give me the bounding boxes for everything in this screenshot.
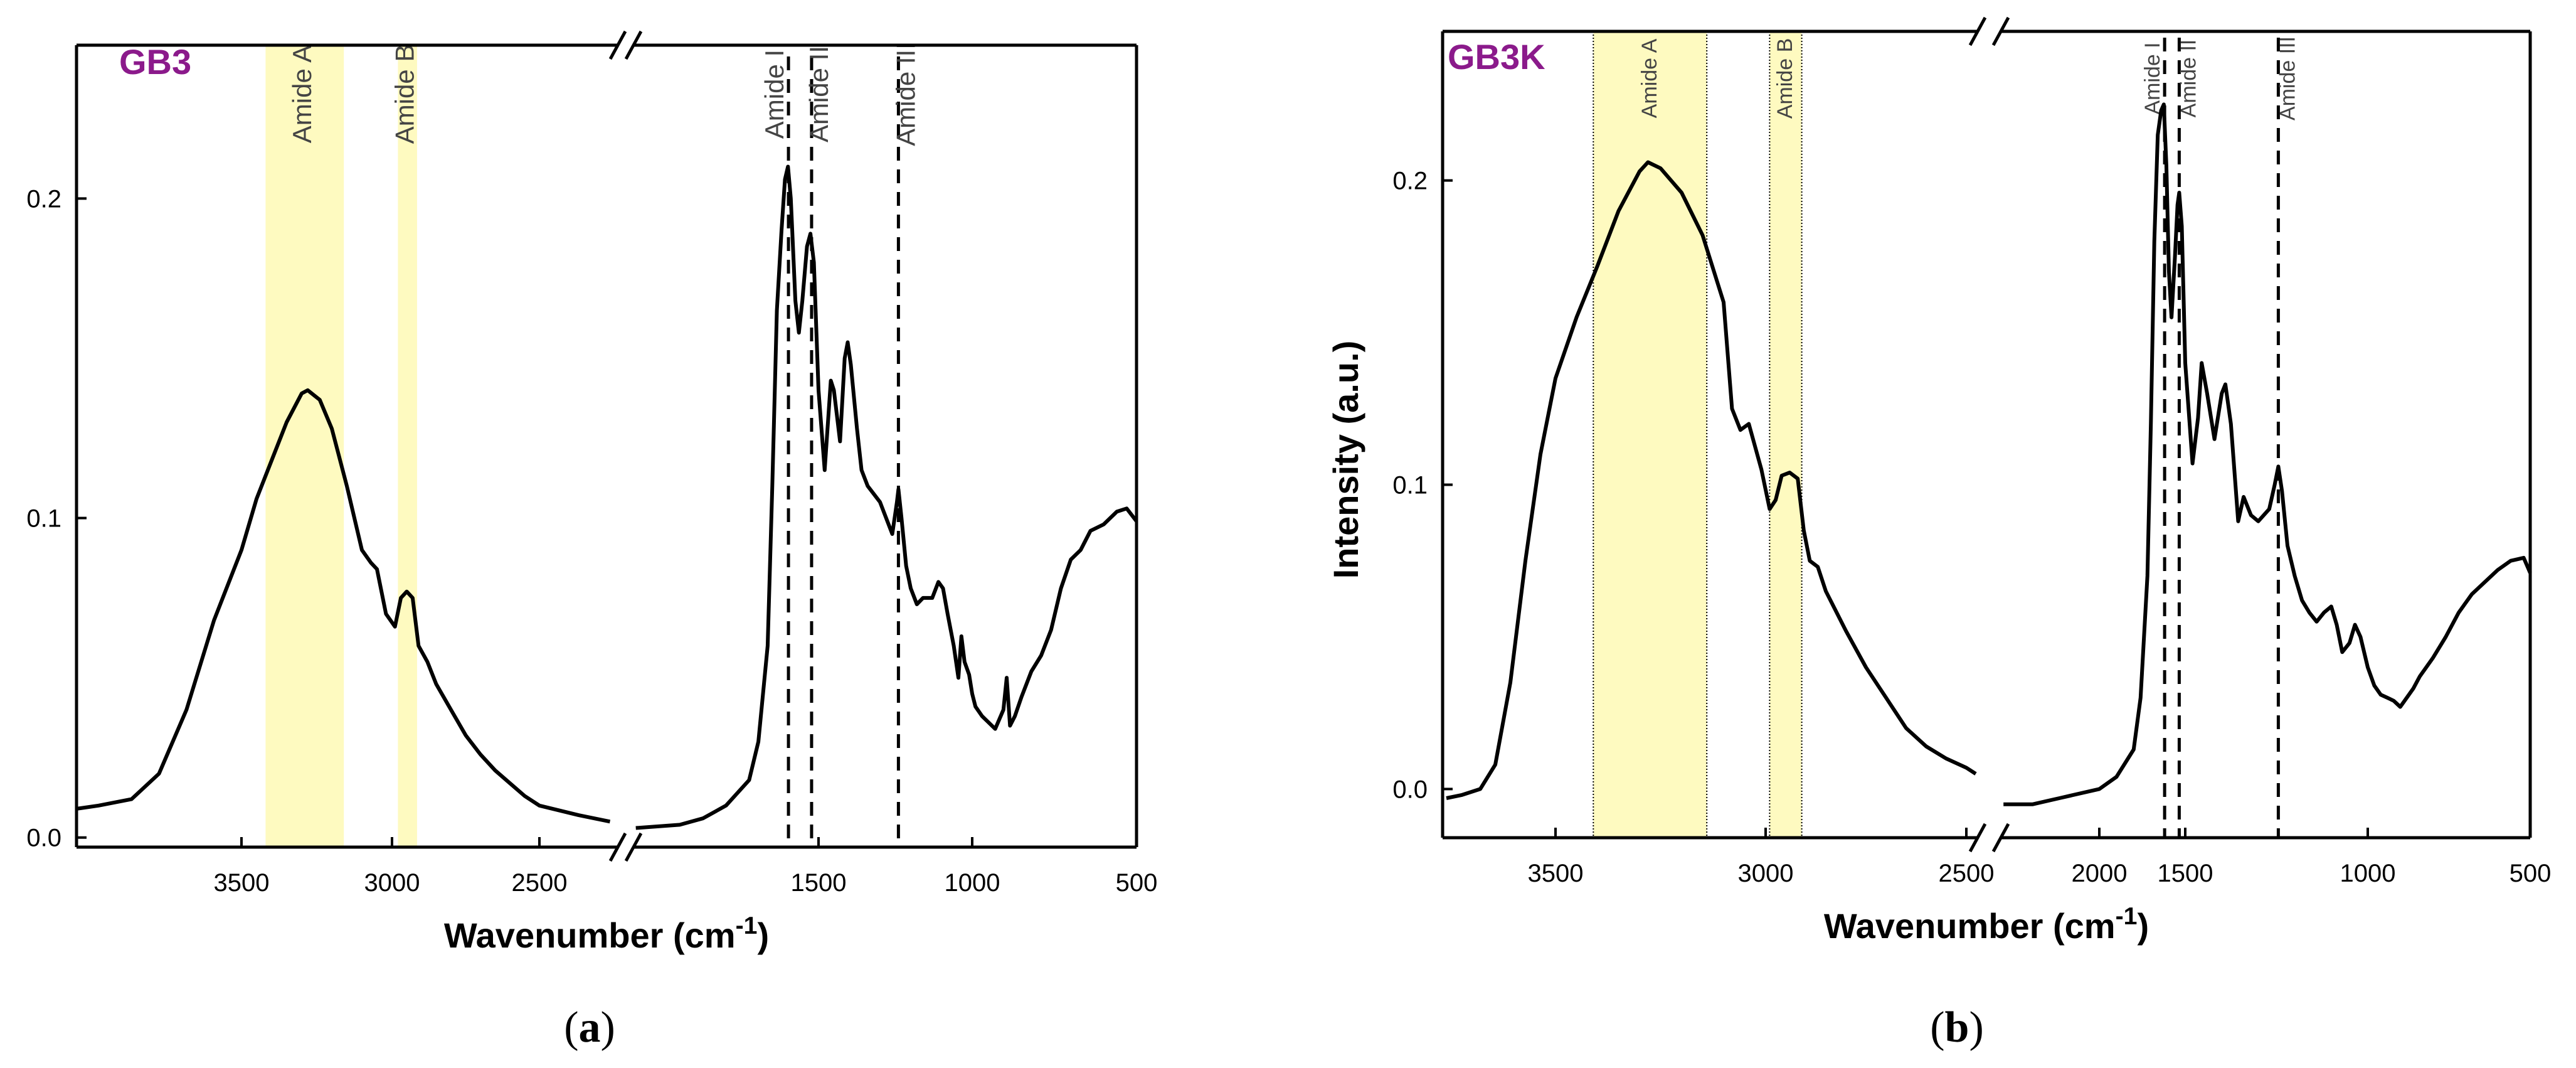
panel-caption: (a) [564,1003,615,1052]
y-tick-label: 0.0 [26,825,61,852]
x-tick-label: 1000 [945,869,1000,897]
x-tick-label: 2500 [1939,860,1995,887]
amide-band-2 [1769,31,1802,838]
x-axis-title-superscript: -1 [2116,903,2138,930]
spectrum-segment-2 [635,164,1138,830]
x-tick-label: 3500 [1528,860,1584,887]
band-label: Amide A [1638,38,1662,118]
caption-paren: ( [1930,1003,1944,1052]
top-axis-break-mark [624,30,643,60]
x-tick-label: 1000 [2340,860,2396,887]
x-tick-label: 500 [2510,860,2552,887]
top-axis-break-mark [608,30,627,60]
caption-letter: b [1945,1003,1969,1052]
amide-line-label: Amide II [2176,40,2200,118]
x-axis-break-mark [1991,823,2010,853]
spectrum-segment-2 [2003,102,2532,806]
y-tick-label: 0.0 [1392,776,1428,803]
x-axis-title-tail: ) [757,916,769,955]
spectrum-segment-1 [76,388,611,824]
amide-band-2 [398,45,417,847]
amide-line-label: Amide III [2276,36,2299,120]
x-axis-break-mark [1968,823,1987,853]
amide-band-1 [1593,31,1707,838]
x-axis-break-mark [608,832,627,862]
x-tick-label: 3500 [214,869,270,897]
band-label: Amide B [390,45,420,144]
panel-caption: (b) [1930,1003,1984,1052]
panel-b: Amide A Amide B Amide I Amide II Amide III 35… [1326,16,2552,1052]
x-tick-label: 1500 [2158,860,2213,887]
band-label: Amide B [1773,38,1797,119]
y-tick-label: 0.2 [1392,168,1428,195]
x-tick-label: 2000 [2072,860,2128,887]
x-tick-label: 2500 [512,869,568,897]
caption-paren: ) [601,1003,615,1052]
x-tick-label: 3000 [364,869,420,897]
caption-paren: ( [564,1003,578,1052]
panel-label: GB3K [1448,37,1545,77]
amide-line-label: Amide I [760,50,789,139]
amide-line-label: Amide I [2141,42,2165,114]
caption-paren: ) [1969,1003,1983,1052]
x-axis-title: Wavenumber (cm-1) [444,912,769,955]
x-axis-break-mark [624,832,643,862]
caption-letter: a [579,1003,601,1052]
x-axis-title-tail: ) [2137,906,2149,946]
panel-a: Amide A Amide B Amide I Amide II Amide III 35… [26,30,1158,1052]
y-tick-label: 0.2 [26,185,61,213]
amide-line-label: Amide II [804,46,834,142]
x-tick-label: 3000 [1738,860,1794,887]
y-tick-label: 0.1 [26,505,61,533]
x-axis-title-text: Wavenumber (cm [1824,906,2116,946]
spectrum-segment-1 [1446,160,1977,800]
amide-line-label: Amide III [891,42,920,146]
top-axis-break-mark [1968,16,1987,46]
x-axis-title-text: Wavenumber (cm [444,916,736,955]
y-axis-title: Intensity (a.u.) [1326,341,1365,579]
x-axis-title: Wavenumber (cm-1) [1824,903,2149,946]
x-tick-label: 1500 [791,869,847,897]
y-tick-label: 0.1 [1392,472,1428,499]
top-axis-break-mark [1991,16,2010,46]
x-axis-title-superscript: -1 [736,912,758,939]
panel-label: GB3 [119,42,191,82]
band-label: Amide A [287,45,317,143]
x-tick-label: 500 [1116,869,1158,897]
